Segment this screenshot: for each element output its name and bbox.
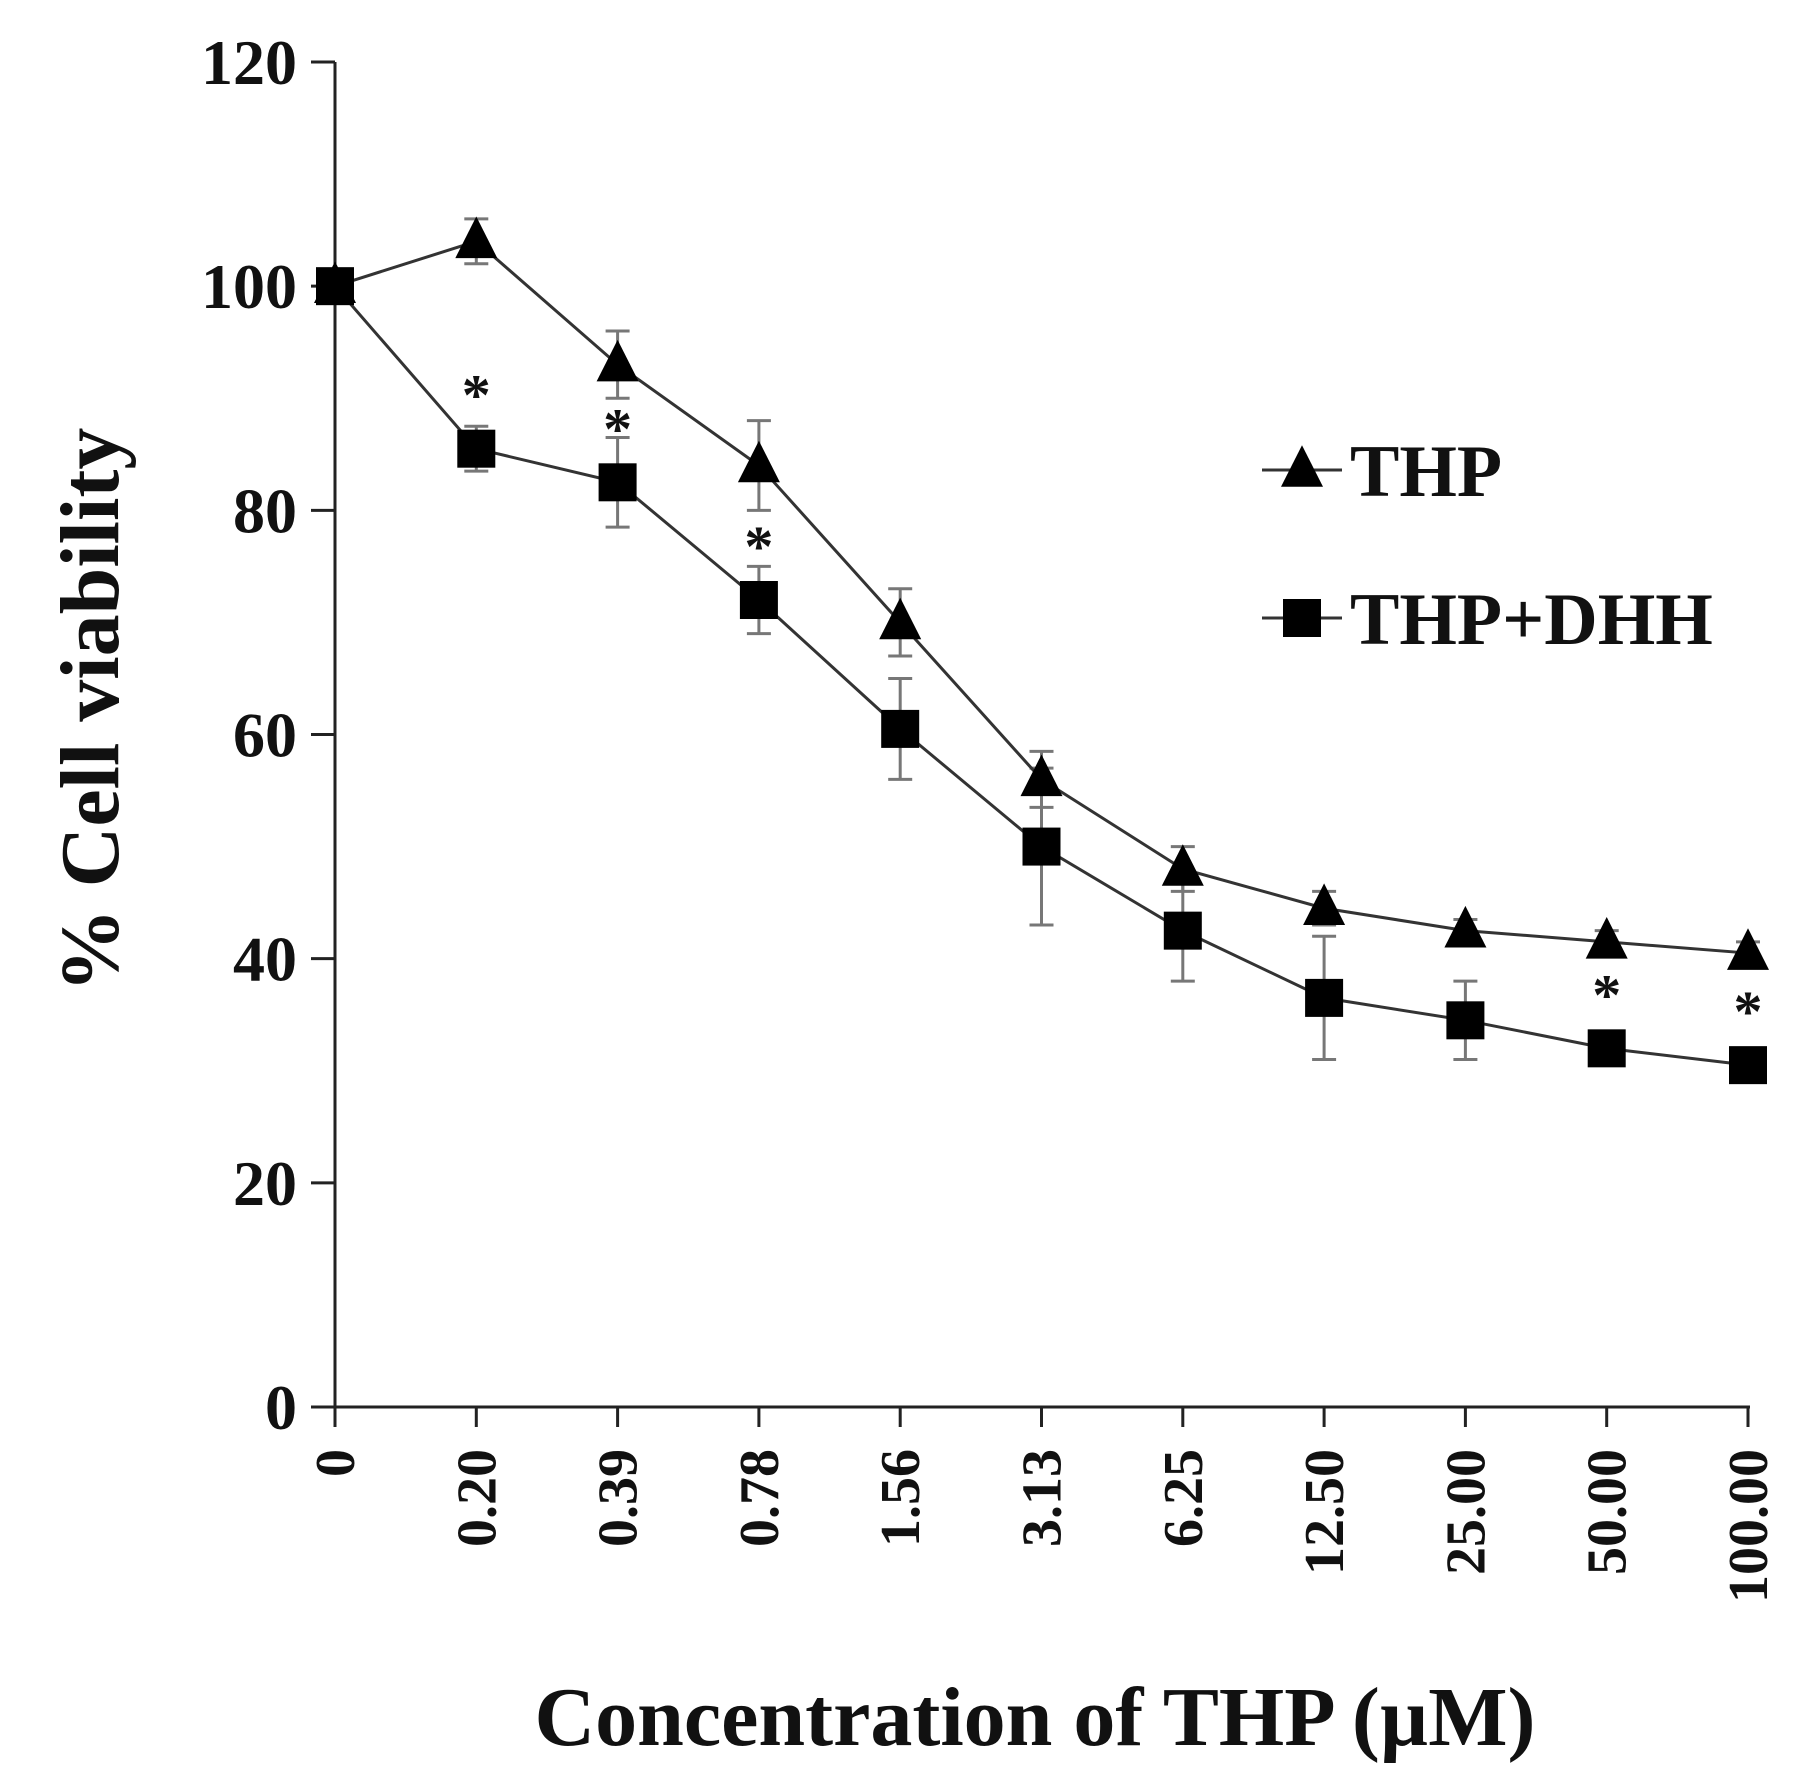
- series-line-thp-dhh: [333, 285, 1749, 1067]
- y-tick-label: 100: [201, 251, 297, 322]
- data-point-thp: [1161, 844, 1204, 886]
- data-point-thp-dhh: [1022, 827, 1061, 866]
- data-point-thp-dhh: [316, 267, 354, 306]
- axes: [311, 60, 1750, 1427]
- series-markers: [314, 216, 1769, 1085]
- data-point-thp: [596, 339, 639, 382]
- y-tick-label: 120: [201, 27, 297, 98]
- data-point-thp: [1303, 883, 1346, 926]
- data-point-thp: [1444, 905, 1487, 948]
- x-tick-label: 12.50: [1294, 1449, 1356, 1575]
- y-tick-label: 60: [233, 700, 297, 771]
- data-point-thp-dhh: [881, 709, 920, 748]
- data-point-thp-dhh: [1729, 1046, 1767, 1085]
- x-tick-label: 6.25: [1153, 1449, 1215, 1547]
- legend-label: THP+DHH: [1350, 579, 1713, 661]
- legend-label: THP: [1350, 431, 1502, 513]
- x-tick-label: 25.00: [1435, 1449, 1497, 1575]
- significance-mark: *: [744, 514, 773, 579]
- data-point-thp-dhh: [457, 429, 496, 468]
- x-tick-label: 1.56: [870, 1449, 932, 1547]
- labels: 0 20 40 60 80 100 120 0 0.20 0.39 0.78 1.56 3.13 6.25…: [44, 27, 1780, 1764]
- data-point-thp-dhh: [739, 581, 778, 619]
- y-tick-label: 80: [233, 475, 297, 546]
- significance-mark: *: [1734, 979, 1763, 1044]
- x-tick-label: 50.00: [1577, 1449, 1639, 1575]
- x-tick-label: 100.00: [1718, 1449, 1780, 1603]
- data-point-thp: [455, 216, 498, 259]
- y-tick-label: 0: [265, 1372, 297, 1443]
- data-point-thp-dhh: [598, 463, 637, 502]
- data-point-thp-dhh: [1446, 1001, 1485, 1040]
- data-point-thp-dhh: [1163, 911, 1202, 950]
- x-tick-label: 0.78: [729, 1449, 791, 1547]
- data-point-thp: [879, 597, 922, 640]
- legend-marker: [1283, 599, 1321, 637]
- legend: THP THP+DHH: [1262, 431, 1713, 661]
- y-tick-label: 40: [233, 924, 297, 995]
- x-axis-title: Concentration of THP (µM): [534, 1671, 1535, 1764]
- data-point-thp-dhh: [1305, 978, 1344, 1017]
- significance-mark: *: [1592, 962, 1621, 1027]
- significance-mark: *: [462, 363, 491, 428]
- data-point-thp: [1585, 917, 1628, 959]
- x-tick-label: 0: [305, 1449, 367, 1477]
- significance-mark: *: [603, 396, 632, 461]
- x-tick-label: 0.39: [588, 1449, 650, 1547]
- data-point-thp: [737, 440, 780, 483]
- x-tick-label: 3.13: [1012, 1449, 1074, 1547]
- y-tick-label: 20: [233, 1148, 297, 1219]
- data-point-thp: [1020, 754, 1063, 797]
- legend-marker: [1281, 445, 1323, 487]
- y-axis-title: % Cell viability: [44, 428, 137, 993]
- data-point-thp: [1727, 928, 1769, 970]
- x-tick-label: 0.20: [446, 1449, 508, 1547]
- data-point-thp-dhh: [1587, 1029, 1626, 1068]
